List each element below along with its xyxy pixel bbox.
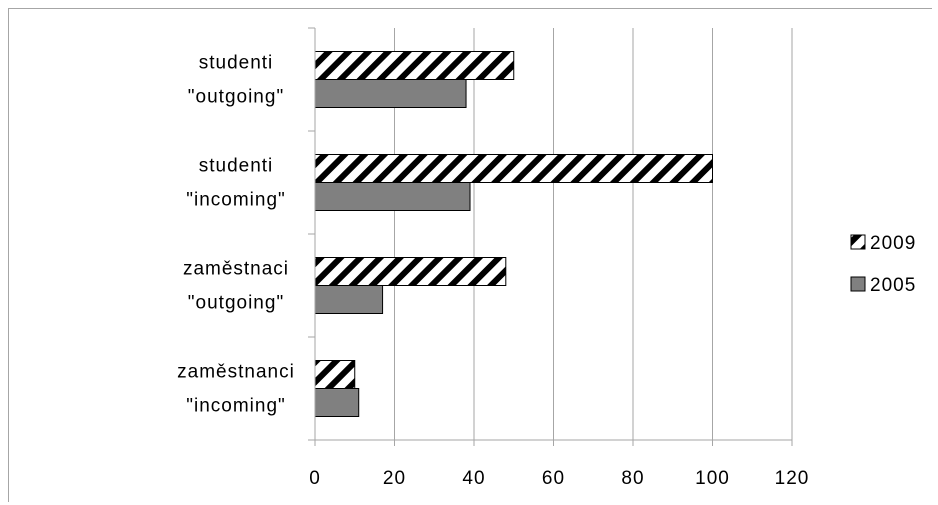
category-label: "outgoing" [188,87,284,108]
chart-frame [8,8,932,502]
gridlines [394,28,793,440]
bar-2009 [314,51,515,80]
labels: 0 20 40 60 80 100 120 studenti "outgoing" student… [177,53,810,490]
category-label: "incoming" [186,190,286,211]
legend-label: 2009 [870,233,916,254]
x-tick-label: 40 [462,468,485,489]
x-tick-label: 0 [309,468,321,489]
category-label: zaměstnanci [177,362,295,383]
bar-2005 [314,182,471,211]
category-label: studenti [199,53,274,74]
x-tick-label: 60 [542,468,565,489]
bars [314,51,713,417]
bar-2005 [314,285,384,314]
bar-2005 [314,388,360,417]
x-tick-label: 80 [621,468,644,489]
legend-swatch-2009 [850,234,866,250]
legend-label: 2005 [870,275,916,296]
bar-2009 [314,154,713,183]
bar-2009 [314,257,507,286]
bar-2005 [314,79,467,108]
x-tick-label: 20 [383,468,406,489]
legend: 2009 2005 [850,233,916,296]
bar-2009 [314,360,356,389]
category-label: "incoming" [186,396,286,417]
x-tick-label: 120 [775,468,810,489]
legend-swatch-2005 [850,276,866,292]
category-label: "outgoing" [188,293,284,314]
axes [308,27,793,446]
x-tick-label: 100 [695,468,730,489]
category-label: zaměstnaci [183,259,289,280]
category-label: studenti [199,156,274,177]
